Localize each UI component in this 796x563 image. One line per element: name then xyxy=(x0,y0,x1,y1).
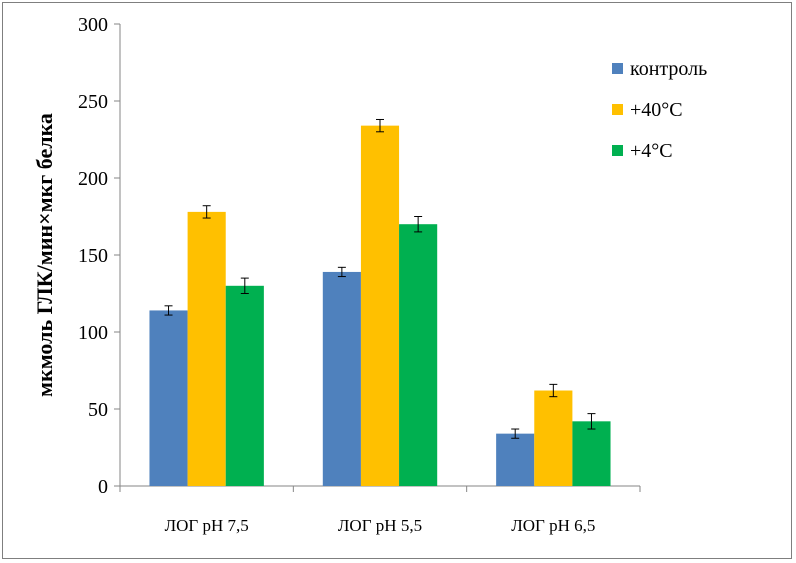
bar xyxy=(534,390,573,486)
bar xyxy=(225,285,264,486)
legend: контроль +40°С +4°С xyxy=(612,58,707,162)
bar xyxy=(322,271,361,486)
x-category-label: ЛОГ рН 6,5 xyxy=(511,516,595,535)
error-bars xyxy=(164,118,596,439)
legend-label: +40°С xyxy=(630,99,683,121)
y-tick-label: 300 xyxy=(78,14,108,36)
legend-swatch xyxy=(612,145,623,156)
bar xyxy=(399,224,438,486)
legend-swatch xyxy=(612,63,623,74)
legend-label: контроль xyxy=(630,58,707,80)
x-category-label: ЛОГ рН 7,5 xyxy=(165,516,249,535)
legend-swatch xyxy=(612,104,623,115)
y-tick-label: 150 xyxy=(78,245,108,267)
y-tick-label: 200 xyxy=(78,168,108,190)
y-axis-ticks: 0 50 100 150 200 250 300 xyxy=(78,14,120,498)
legend-label: +4°С xyxy=(630,140,673,162)
y-axis-label: мкмоль ГЛК/мин×мкг белка xyxy=(32,113,57,397)
bars xyxy=(149,125,611,486)
x-axis-ticks: ЛОГ рН 7,5 ЛОГ рН 5,5 ЛОГ рН 6,5 xyxy=(119,486,641,535)
bar xyxy=(572,421,611,486)
y-tick-label: 50 xyxy=(88,399,108,421)
bar xyxy=(496,433,535,486)
bar xyxy=(360,125,400,486)
y-tick-label: 100 xyxy=(78,322,108,344)
x-category-label: ЛОГ рН 5,5 xyxy=(338,516,422,535)
y-tick-label: 250 xyxy=(78,91,108,113)
bar xyxy=(149,310,188,486)
bar xyxy=(187,211,226,486)
y-tick-label: 0 xyxy=(98,476,108,498)
